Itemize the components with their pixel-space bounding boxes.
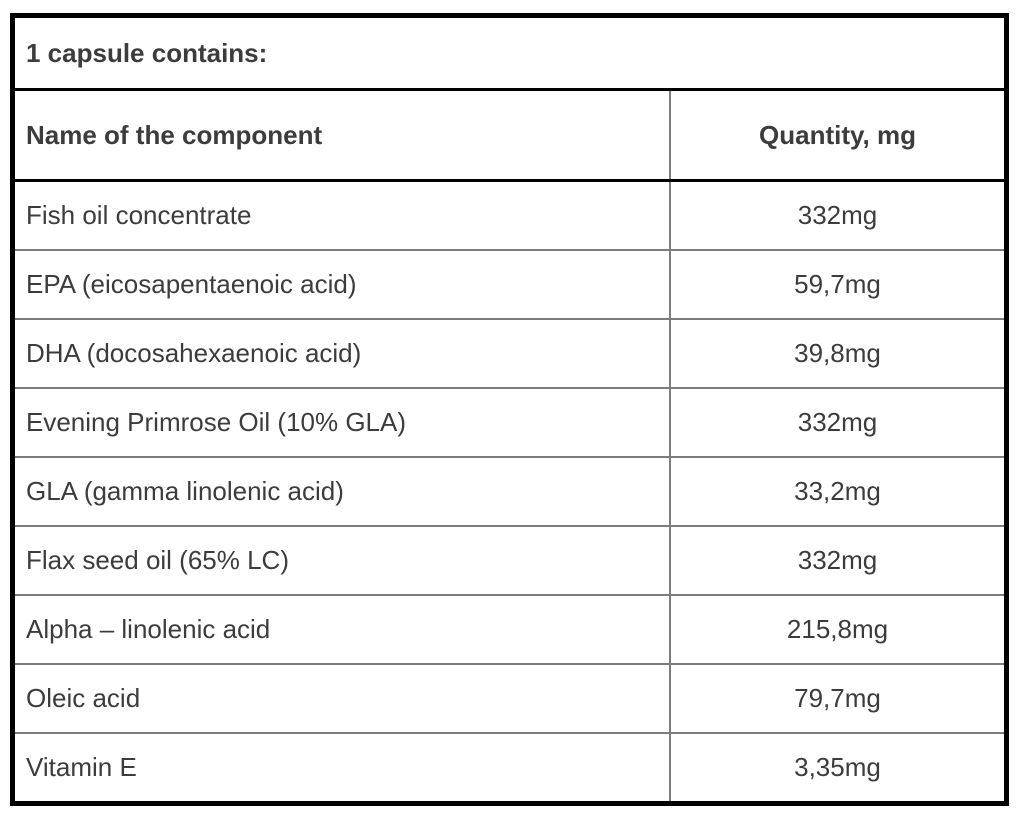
component-name: GLA (gamma linolenic acid) [15,458,671,525]
table-row: Alpha – linolenic acid 215,8mg [15,596,1004,665]
component-name: Fish oil concentrate [15,182,671,249]
component-quantity: 59,7mg [794,269,881,299]
component-quantity: 33,2mg [794,476,881,506]
component-quantity: 3,35mg [794,752,881,782]
component-name: Oleic acid [15,665,671,732]
component-quantity: 332mg [797,407,878,437]
table-row: Flax seed oil (65% LC) 332mg [15,527,1004,596]
table-row: DHA (docosahexaenoic acid) 39,8mg [15,320,1004,389]
table-title: 1 capsule contains: [26,37,268,68]
supplement-facts-table: 1 capsule contains: Name of the componen… [10,13,1009,806]
component-quantity: 215,8mg [786,614,889,644]
component-quantity: 332mg [797,545,878,575]
table-row: Oleic acid 79,7mg [15,665,1004,734]
table-row: EPA (eicosapentaenoic acid) 59,7mg [15,251,1004,320]
table-row: Fish oil concentrate 332mg [15,182,1004,251]
table-row: GLA (gamma linolenic acid) 33,2mg [15,458,1004,527]
table-row: Evening Primrose Oil (10% GLA) 332mg [15,389,1004,458]
component-name: EPA (eicosapentaenoic acid) [15,251,671,318]
column-header-component-name: Name of the component [15,91,671,179]
component-name: Vitamin E [15,734,671,801]
component-quantity: 79,7mg [794,683,881,713]
column-header-quantity: Quantity, mg [759,119,916,150]
component-name: Flax seed oil (65% LC) [15,527,671,594]
table-header-row: Name of the component Quantity, mg [15,91,1004,182]
component-quantity: 332mg [797,200,878,230]
table-row: Vitamin E 3,35mg [15,734,1004,801]
component-name: DHA (docosahexaenoic acid) [15,320,671,387]
component-name: Evening Primrose Oil (10% GLA) [15,389,671,456]
component-quantity: 39,8mg [794,338,881,368]
component-name: Alpha – linolenic acid [15,596,671,663]
table-title-row: 1 capsule contains: [15,18,1004,91]
